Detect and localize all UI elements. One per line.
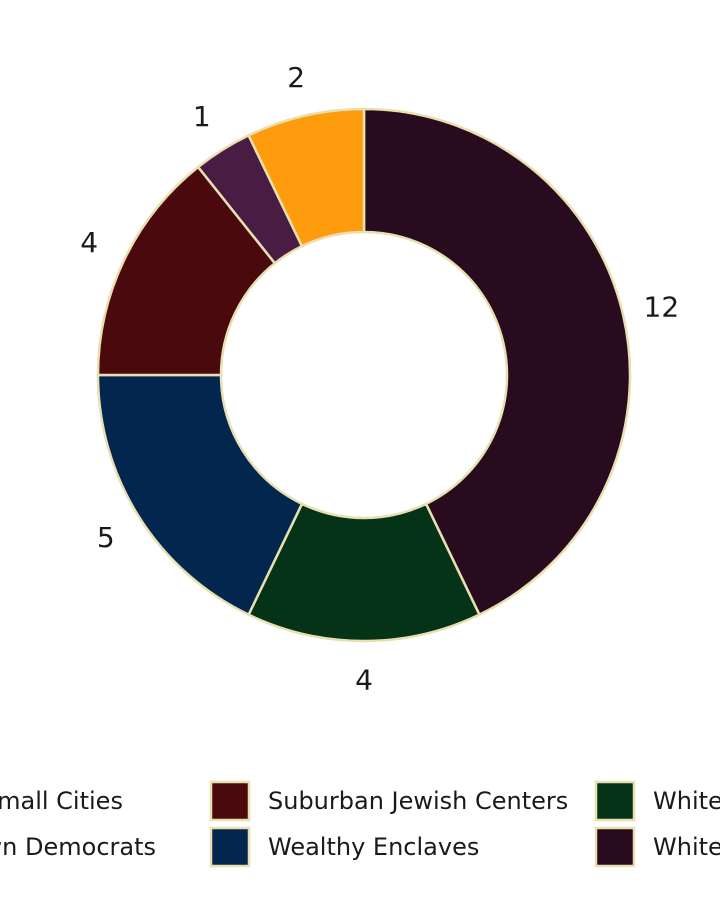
slice-value-label: 2: [287, 61, 305, 94]
legend-label: Small Town Democrats: [0, 833, 156, 861]
legend-item-wealthy-enclaves[interactable]: Wealthy Enclaves: [209, 826, 479, 868]
slice-white-working-class[interactable]: [362, 107, 632, 617]
legend-swatch: [594, 780, 636, 822]
legend-label: White Working Class: [653, 833, 720, 861]
legend-swatch: [594, 826, 636, 868]
legend-item-small-town-democrats[interactable]: Small Town Democrats: [0, 828, 156, 866]
slice-suburban-jewish-centers[interactable]: [96, 165, 277, 377]
slice-value-label: 1: [193, 100, 211, 133]
slice-value-label: 12: [644, 291, 680, 324]
slice-diverse-small-cities[interactable]: [246, 107, 366, 248]
legend-swatch: [209, 780, 251, 822]
slice-wealthy-enclaves[interactable]: [96, 373, 304, 617]
legend-label: Wealthy Enclaves: [268, 833, 479, 861]
legend-item-diverse-small-cities[interactable]: Diverse Small Cities: [0, 782, 123, 820]
slice-value-label: 5: [97, 521, 115, 554]
slice-value-label: 4: [80, 226, 98, 259]
slice-value-label: 4: [355, 664, 373, 697]
slice-white-suburbs[interactable]: [246, 502, 482, 643]
legend: Diverse Small Cities Small Town Democrats…: [0, 780, 720, 868]
slices-group: [96, 107, 632, 643]
legend-label: White Suburbs: [653, 787, 720, 815]
legend-label: Suburban Jewish Centers: [268, 787, 568, 815]
legend-item-suburban-jewish-centers[interactable]: Suburban Jewish Centers: [209, 780, 568, 822]
legend-item-white-working-class[interactable]: White Working Class: [594, 826, 720, 868]
legend-item-white-suburbs[interactable]: White Suburbs: [594, 780, 720, 822]
legend-label: Diverse Small Cities: [0, 787, 123, 815]
legend-swatch: [209, 826, 251, 868]
